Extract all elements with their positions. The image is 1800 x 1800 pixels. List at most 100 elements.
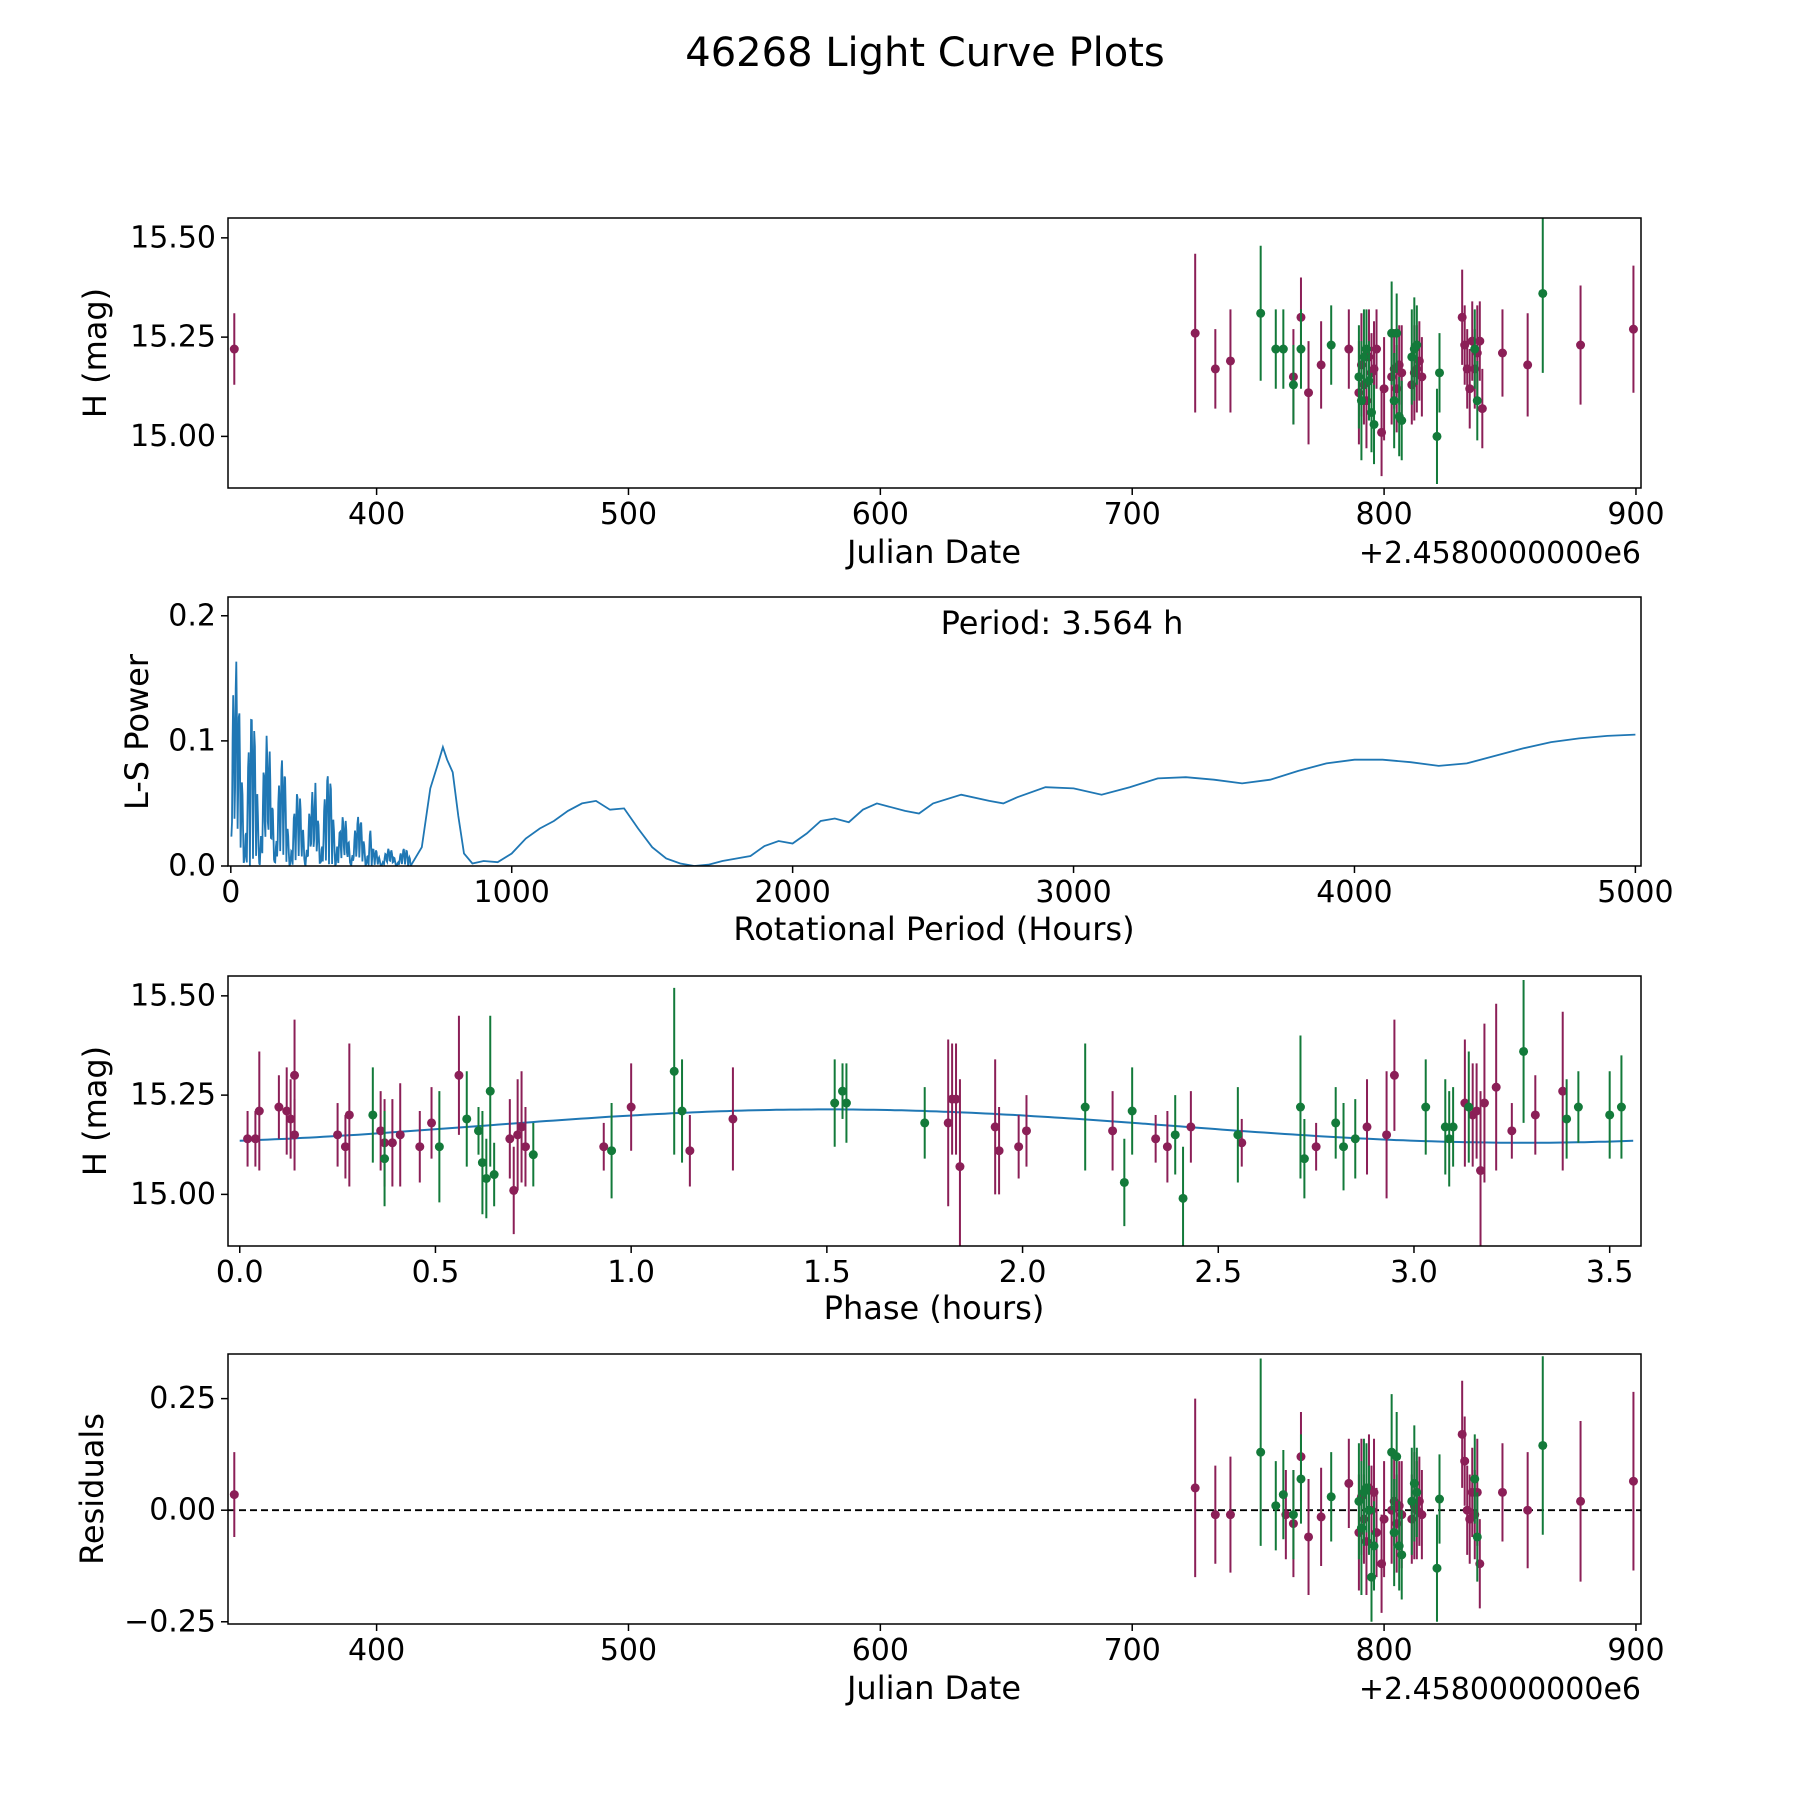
data-point [1538,1440,1548,1450]
data-point [395,1130,405,1140]
data-point [1190,328,1200,338]
data-point [1295,1102,1305,1112]
phase-folded-x-tick-label: 3.0 [1390,1255,1438,1290]
data-point [1256,1447,1266,1457]
data-point [1311,1142,1321,1152]
model-fit-curve [239,1108,1634,1144]
data-point [1397,1550,1407,1560]
data-point [1475,336,1485,346]
data-point [1233,1130,1243,1140]
data-point [485,1086,495,1096]
residuals-x-offset: +2.4580000000e6 [1359,1672,1641,1707]
data-point [1472,396,1482,406]
light-curve-x-tick-label: 900 [1607,497,1664,532]
data-point [528,1150,538,1160]
data-point [1576,1496,1586,1506]
data-point [1326,340,1336,350]
data-point [333,1130,343,1140]
data-point [1364,1505,1374,1515]
data-point [1304,1532,1314,1542]
data-point [685,1146,695,1156]
data-point [1316,360,1326,370]
data-point [1412,340,1422,350]
data-point [1432,1563,1442,1573]
data-point [376,1126,386,1136]
data-point [1127,1106,1137,1116]
data-point [1479,1098,1489,1108]
residuals-x-tick-label: 600 [852,1633,909,1668]
data-point [1225,1510,1235,1520]
data-point [1369,419,1379,429]
data-point [1316,1512,1326,1522]
residuals-plot-frame [227,1353,1642,1625]
residuals-panel: 400 500 600 700 800 900 −0.25 0.00 0.25 Julian D… [73,1353,1665,1707]
data-point [838,1086,848,1096]
data-point [250,1134,260,1144]
data-point [951,1094,961,1104]
data-point [1432,431,1442,441]
data-point [509,1185,519,1195]
data-point [1497,1487,1507,1497]
light-curve-x-tick-label: 700 [1104,497,1161,532]
data-point [677,1106,687,1116]
data-point [517,1122,527,1132]
data-point [1331,1118,1341,1128]
data-point [1108,1126,1118,1136]
data-point [1605,1110,1615,1120]
periodogram-x-label: Rotational Period (Hours) [733,910,1134,948]
light-curve-y-label: H (mag) [76,288,114,418]
data-point [599,1142,609,1152]
periodogram-panel: 0 1000 2000 3000 4000 5000 0.0 0.1 0.2 Period: 3… [118,596,1674,948]
light-curve-y-tick-label: 15.00 [130,419,216,454]
light-curve-x-tick-label: 600 [852,497,909,532]
data-point [626,1102,636,1112]
data-point [1472,1532,1482,1542]
periodogram-x-tick-label: 0 [221,875,240,910]
data-point [282,1106,292,1116]
data-point [1470,344,1480,354]
data-point [1519,1046,1529,1056]
residuals-x-tick-label: 400 [348,1633,405,1668]
data-point [1435,1494,1445,1504]
data-point [1178,1193,1188,1203]
data-point [1628,1476,1638,1486]
phase-folded-plot-frame [227,975,1642,1247]
phase-folded-x-tick-label: 1.5 [803,1255,851,1290]
phase-folded-x-tick-label: 3.5 [1586,1255,1634,1290]
phase-folded-x-tick-label: 1.0 [607,1255,655,1290]
data-point [1576,340,1586,350]
data-point [344,1110,354,1120]
periodogram-x-tick-label: 5000 [1597,875,1673,910]
periodogram-y-tick-label: 0.1 [168,723,216,758]
data-point [1476,1166,1486,1176]
periodogram-x-tick-label: 4000 [1316,875,1392,910]
data-point [1014,1142,1024,1152]
data-point [229,1490,239,1500]
data-point [1288,1510,1298,1520]
data-point [830,1098,840,1108]
data-point [1558,1086,1568,1096]
data-point [1299,1154,1309,1164]
data-point [1379,384,1389,394]
data-point [1278,344,1288,354]
light-curve-x-tick-label: 400 [348,497,405,532]
data-point [340,1142,350,1152]
light-curve-x-tick-label: 800 [1355,497,1412,532]
data-point [1296,1474,1306,1484]
periodogram-x-tick-label: 1000 [474,875,550,910]
data-point [1162,1142,1172,1152]
data-point [728,1114,738,1124]
data-point [290,1070,300,1080]
phase-folded-x-tick-label: 2.5 [1194,1255,1242,1290]
data-point [1210,364,1220,374]
data-point [607,1146,617,1156]
data-point [1186,1122,1196,1132]
residuals-y-label: Residuals [73,1413,111,1565]
data-point [1448,1122,1458,1132]
periodogram-x-tick-label: 2000 [754,875,830,910]
data-point [427,1118,437,1128]
figure-title: 46268 Light Curve Plots [685,30,1164,76]
residuals-x-tick-label: 800 [1355,1633,1412,1668]
data-point [380,1154,390,1164]
data-point [1278,1490,1288,1500]
